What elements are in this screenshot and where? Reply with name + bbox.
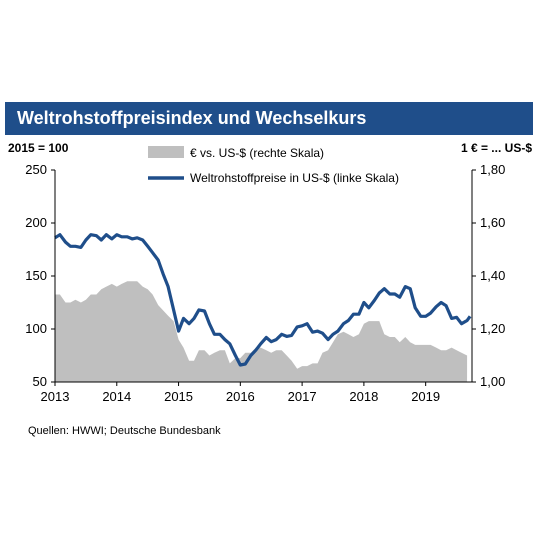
legend-label-area: € vs. US-$ (rechte Skala) (190, 146, 324, 160)
left-axis-unit: 2015 = 100 (8, 141, 69, 155)
x-tick-label: 2014 (102, 389, 131, 404)
x-tick-label: 2018 (349, 389, 378, 404)
right-tick-label: 1,00 (480, 374, 505, 389)
x-tick-label: 2015 (164, 389, 193, 404)
legend-swatch-area (148, 146, 184, 158)
source-note: Quellen: HWWI; Deutsche Bundesbank (28, 425, 221, 437)
x-tick-label: 2013 (41, 389, 70, 404)
right-axis-unit: 1 € = ... US-$ (460, 141, 532, 155)
right-tick-label: 1,20 (480, 321, 505, 336)
legend-label-line: Weltrohstoffpreise in US-$ (linke Skala) (190, 171, 399, 185)
x-tick-label: 2016 (226, 389, 255, 404)
commodity-price-line (54, 233, 472, 367)
left-tick-label: 250 (25, 162, 47, 177)
left-tick-label: 200 (25, 215, 47, 230)
left-tick-label: 150 (25, 268, 47, 283)
chart-title: Weltrohstoffpreisindex und Wechselkurs (5, 102, 533, 135)
right-tick-label: 1,40 (480, 268, 505, 283)
right-tick-label: 1,60 (480, 215, 505, 230)
axis-layer: 50 100 150 200 250 1,00 1,20 1,40 1,60 1,80 2013 20… (25, 162, 505, 404)
left-tick-label: 100 (25, 321, 47, 336)
left-tick-label: 50 (33, 374, 47, 389)
x-tick-label: 2019 (411, 389, 440, 404)
area-layer (55, 281, 468, 382)
euro-usd-area (55, 281, 468, 382)
legend: € vs. US-$ (rechte Skala) Weltrohstoffpre… (148, 146, 399, 185)
line-layer (54, 233, 472, 367)
right-tick-label: 1,80 (480, 162, 505, 177)
x-tick-label: 2017 (288, 389, 317, 404)
